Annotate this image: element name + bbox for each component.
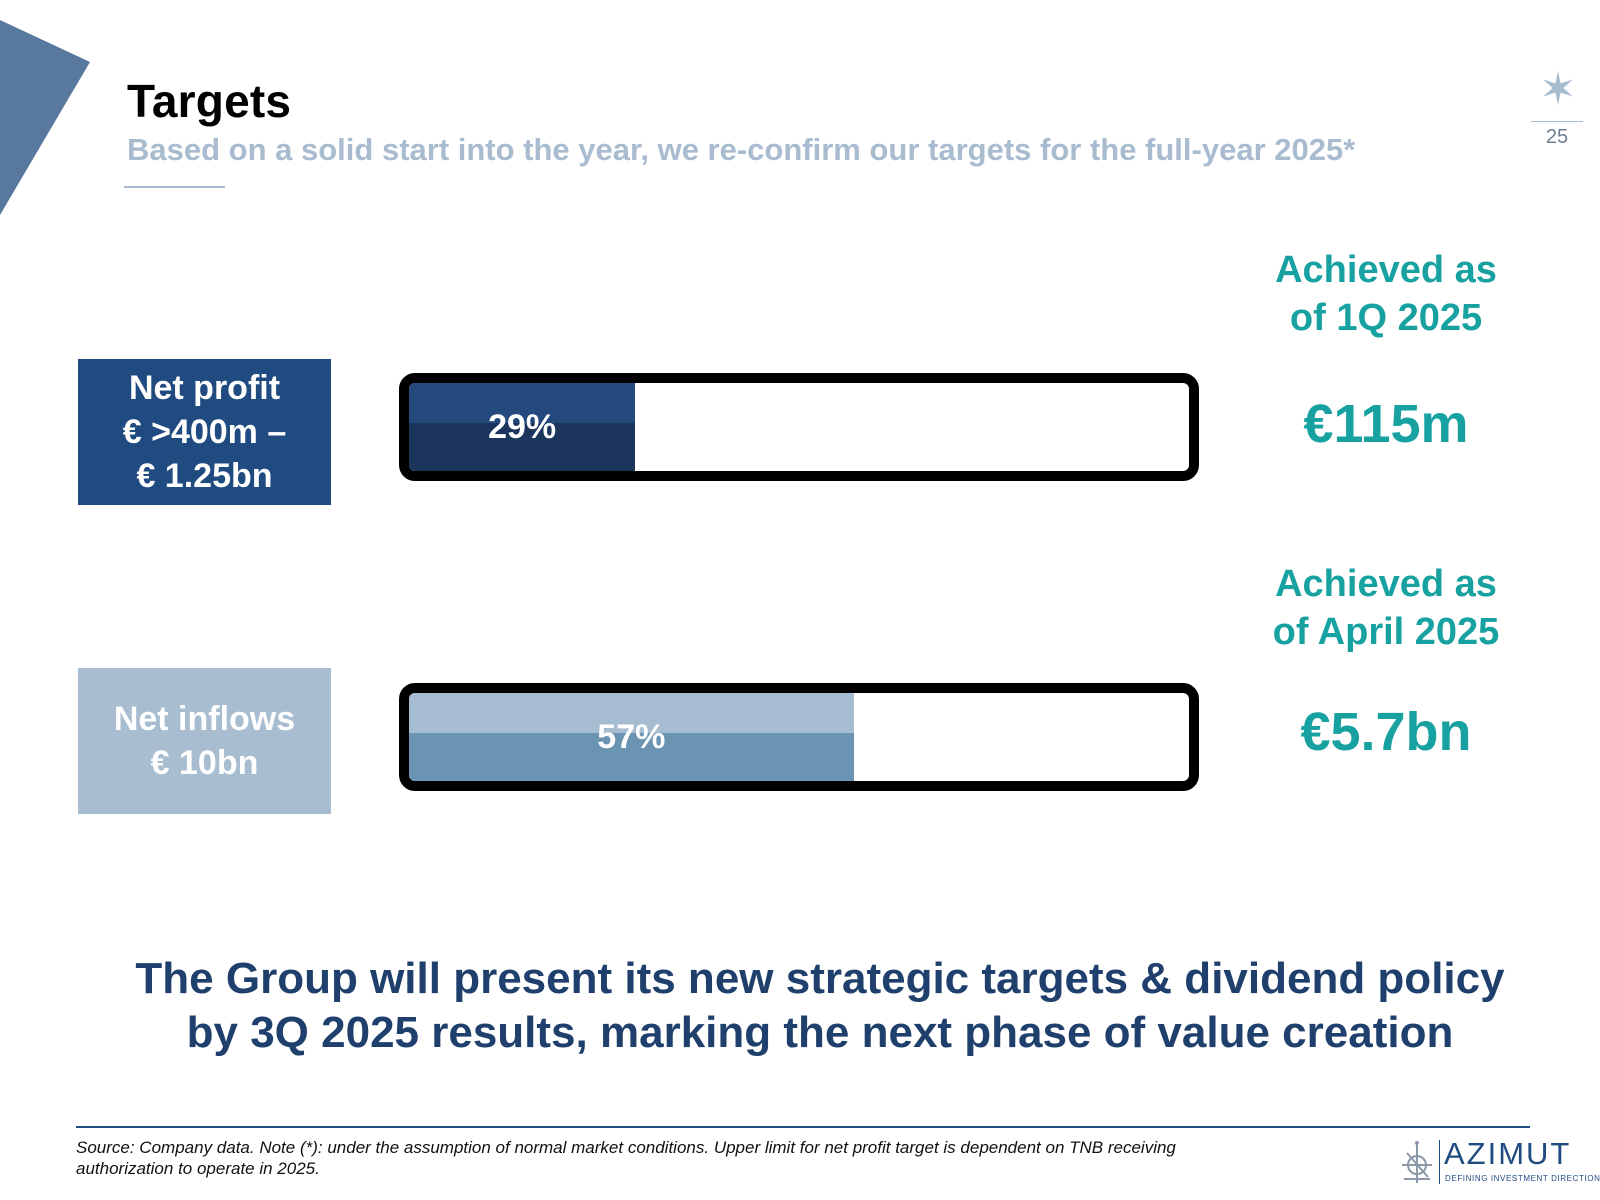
target-label-line: Net inflows: [113, 700, 296, 738]
achieved-value: €115m: [1303, 394, 1469, 454]
logo-tagline: DEFINING INVESTMENT DIRECTION: [1445, 1174, 1600, 1183]
achieved-as-of-label: Achieved as of April 2025: [1236, 560, 1536, 656]
achieved-label-line: of 1Q 2025: [1289, 297, 1483, 339]
progress-fill: [409, 383, 636, 471]
star-icon: [1543, 71, 1573, 105]
page-title: Targets: [127, 75, 292, 127]
source-line: Source: Company data. Note (*): under th…: [76, 1138, 1176, 1157]
azimut-logo: AZIMUT DEFINING INVESTMENT DIRECTION: [1398, 1136, 1600, 1187]
page-subtitle: Based on a solid start into the year, we…: [127, 132, 1356, 167]
progress-fill: [409, 693, 854, 781]
footer-rule: [76, 1126, 1530, 1128]
target-label-line: € >400m –: [122, 413, 287, 451]
net-profit-progress-bar: 29%: [399, 373, 1199, 481]
target-label-line: € 1.25bn: [136, 457, 273, 495]
achieved-label-line: Achieved as: [1275, 249, 1497, 291]
achieved-value: €5.7bn: [1300, 702, 1472, 762]
net-inflows-target-box: Net inflows € 10bn: [78, 668, 331, 814]
closing-line: The Group will present its new strategic…: [135, 954, 1505, 1003]
logo-wordmark: AZIMUT: [1444, 1136, 1572, 1171]
achieved-as-of-label: Achieved as of 1Q 2025: [1236, 246, 1536, 342]
corner-decoration: [0, 20, 90, 215]
target-label-line: € 10bn: [150, 744, 259, 782]
achieved-label-line: of April 2025: [1272, 611, 1500, 653]
net-inflows-progress-bar: 57%: [399, 683, 1199, 791]
progress-percent-label: 57%: [597, 717, 666, 756]
title-underline: [124, 186, 225, 188]
achieved-label-line: Achieved as: [1275, 563, 1497, 605]
source-note: Source: Company data. Note (*): under th…: [76, 1137, 1376, 1179]
progress-percent-label: 29%: [488, 407, 557, 446]
page-number-rule: [1531, 121, 1583, 122]
logo-divider: [1439, 1140, 1440, 1184]
page-number: 25: [1545, 126, 1569, 148]
target-label-line: Net profit: [128, 369, 281, 407]
closing-line: by 3Q 2025 results, marking the next pha…: [186, 1008, 1454, 1057]
source-line: authorization to operate in 2025.: [76, 1159, 320, 1178]
closing-statement: The Group will present its new strategic…: [60, 952, 1580, 1060]
azimut-logo-icon: [1402, 1141, 1432, 1183]
net-profit-target-box: Net profit € >400m – € 1.25bn: [78, 359, 331, 505]
